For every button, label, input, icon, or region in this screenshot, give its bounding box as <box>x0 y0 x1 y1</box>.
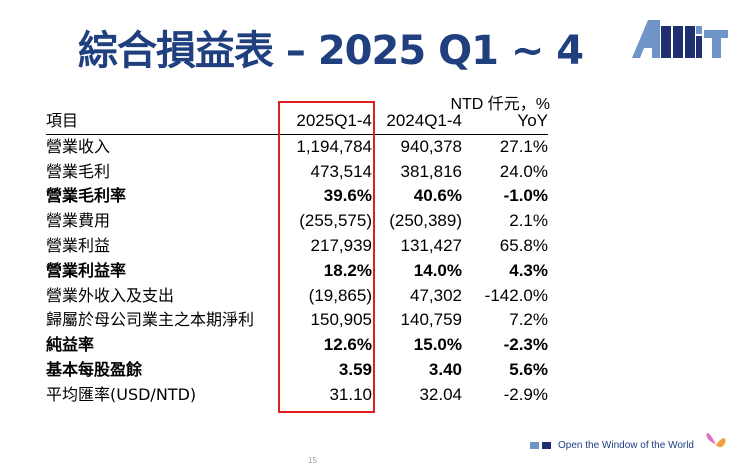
value-yoy: -1.0% <box>503 186 548 206</box>
row-label: 純益率 <box>46 335 95 355</box>
row-label: 營業費用 <box>46 211 111 231</box>
value-yoy: 5.6% <box>509 359 548 379</box>
value-2025: 12.6% <box>323 335 372 355</box>
table-row: 營業毛利率 39.6% 40.6% -1.0% <box>46 184 548 209</box>
row-label: 營業毛利 <box>46 161 111 181</box>
value-yoy: 24.0% <box>499 161 548 181</box>
table-row: 基本每股盈餘 3.59 3.40 5.6% <box>46 358 548 383</box>
header-yoy: YoY <box>462 109 548 135</box>
income-statement-table: 項目 2025Q1-4 2024Q1-4 YoY 營業收入 1,194,784 94… <box>46 109 548 408</box>
value-2025: 1,194,784 <box>296 136 372 156</box>
value-2024: 47,302 <box>410 285 462 305</box>
table-header: 項目 2025Q1-4 2024Q1-4 YoY <box>46 109 548 135</box>
value-2025: 473,514 <box>310 161 372 181</box>
table-row: 平均匯率(USD/NTD) 31.10 32.04 -2.9% <box>46 383 548 408</box>
unit-label: NTD 仟元，% <box>450 96 550 113</box>
highlight-box <box>278 101 375 413</box>
value-2025: (19,865) <box>308 285 372 305</box>
square-icon <box>530 442 539 449</box>
slide-title: 綜合損益表 – 2025 Q1 ~ 4 <box>78 28 584 74</box>
header-2025: 2025Q1-4 <box>276 109 372 135</box>
value-yoy: 65.8% <box>499 235 548 255</box>
footer-slogan: Open the Window of the World <box>558 440 694 451</box>
value-2025: (255,575) <box>299 211 372 231</box>
value-2024: 3.40 <box>428 359 462 379</box>
header-2024: 2024Q1-4 <box>372 109 462 135</box>
table-row: 營業收入 1,194,784 940,378 27.1% <box>46 134 548 159</box>
table-row: 純益率 12.6% 15.0% -2.3% <box>46 333 548 358</box>
value-2024: 381,816 <box>400 161 462 181</box>
value-2024: 14.0% <box>413 260 462 280</box>
butterfly-icon <box>706 433 726 448</box>
value-2024: 131,427 <box>400 235 462 255</box>
value-yoy: 4.3% <box>509 260 548 280</box>
table-row: 歸屬於母公司業主之本期淨利 150,905 140,759 7.2% <box>46 308 548 333</box>
value-yoy: -2.9% <box>503 384 548 404</box>
table-row: 營業利益 217,939 131,427 65.8% <box>46 234 548 259</box>
table-row: 營業毛利 473,514 381,816 24.0% <box>46 160 548 185</box>
table-row: 營業利益率 18.2% 14.0% 4.3% <box>46 259 548 284</box>
value-2024: 140,759 <box>400 310 462 330</box>
value-2024: 15.0% <box>413 335 462 355</box>
value-2025: 217,939 <box>310 235 372 255</box>
value-yoy: -2.3% <box>503 335 548 355</box>
value-2025: 150,905 <box>310 310 372 330</box>
row-label: 平均匯率(USD/NTD) <box>46 384 197 404</box>
row-label: 營業利益率 <box>46 260 127 280</box>
value-2025: 39.6% <box>323 186 372 206</box>
value-yoy: 2.1% <box>509 211 548 231</box>
value-2024: 940,378 <box>400 136 462 156</box>
value-2025: 3.59 <box>338 359 372 379</box>
row-label: 基本每股盈餘 <box>46 359 143 379</box>
footer: Open the Window of the World <box>530 440 694 451</box>
value-2024: 40.6% <box>413 186 462 206</box>
table-row: 營業費用 (255,575) (250,389) 2.1% <box>46 209 548 234</box>
row-label: 營業利益 <box>46 235 111 255</box>
value-2025: 31.10 <box>329 384 372 404</box>
page-number: 15 <box>308 456 317 465</box>
value-yoy: 27.1% <box>499 136 548 156</box>
table-row: 營業外收入及支出 (19,865) 47,302 -142.0% <box>46 284 548 309</box>
amt-logo <box>632 20 728 58</box>
value-yoy: 7.2% <box>509 310 548 330</box>
header-item: 項目 <box>46 109 276 135</box>
value-yoy: -142.0% <box>484 285 548 305</box>
value-2025: 18.2% <box>323 260 372 280</box>
row-label: 營業收入 <box>46 136 111 156</box>
row-label: 營業毛利率 <box>46 186 127 206</box>
value-2024: (250,389) <box>389 211 462 231</box>
square-icon <box>542 442 551 449</box>
row-label: 營業外收入及支出 <box>46 285 175 305</box>
row-label: 歸屬於母公司業主之本期淨利 <box>46 310 255 330</box>
value-2024: 32.04 <box>419 384 462 404</box>
